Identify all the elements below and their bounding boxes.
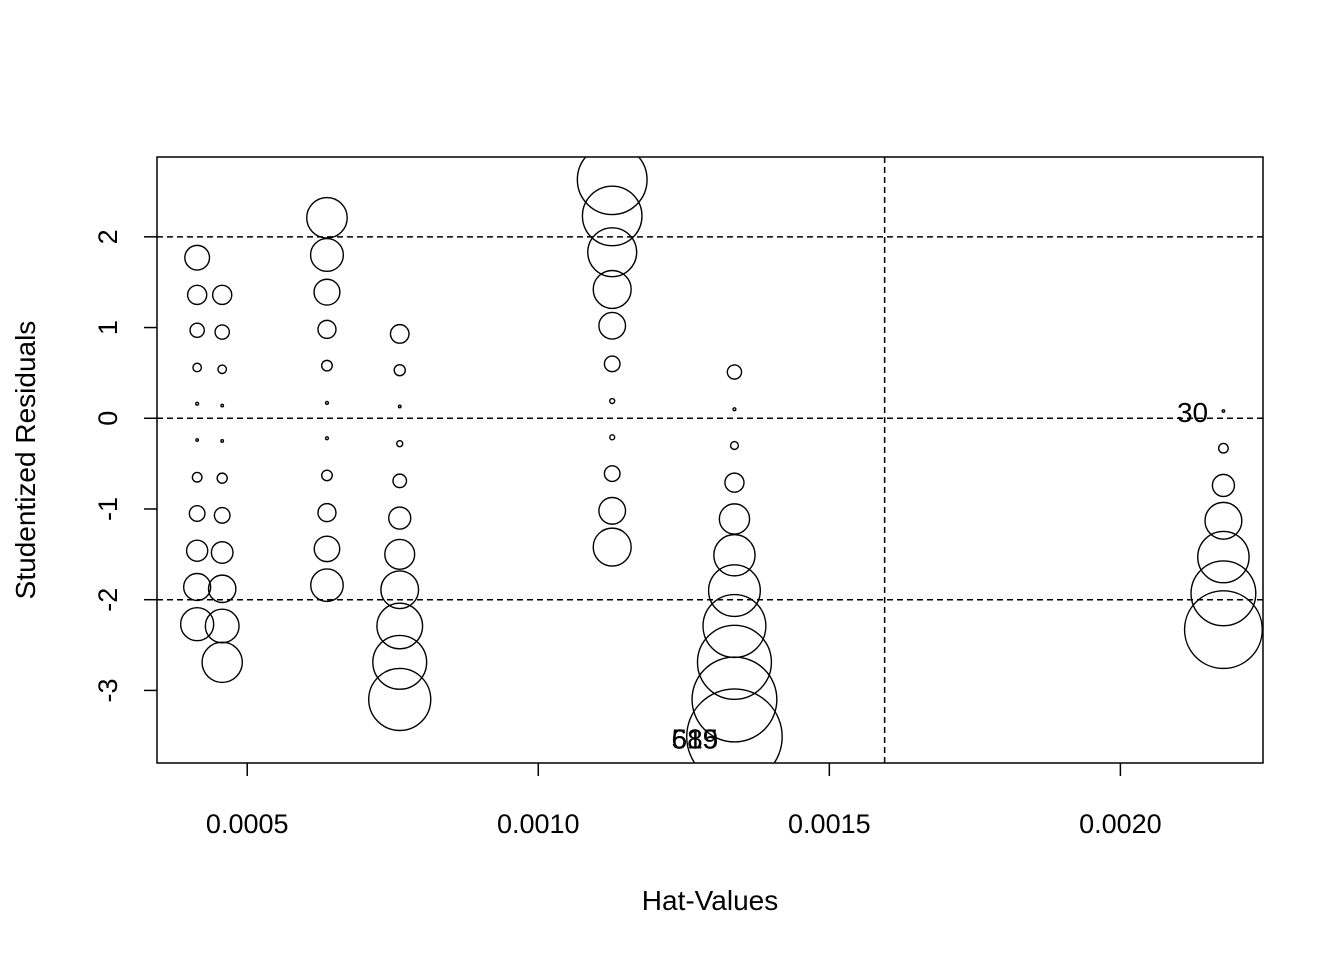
data-point: [211, 284, 233, 306]
x-tick-label: 0.0015: [788, 809, 871, 839]
data-point: [188, 505, 206, 523]
plot-frame: [156, 156, 1264, 764]
data-point: [592, 527, 632, 567]
data-point: [217, 364, 228, 375]
data-point: [309, 237, 345, 273]
point-label: 585: [672, 724, 719, 755]
reference-lines: [157, 157, 1263, 763]
data-point: [609, 434, 616, 441]
data-point: [581, 185, 643, 247]
data-point: [179, 606, 215, 642]
y-tick-label: 1: [93, 320, 123, 335]
data-point: [609, 397, 616, 405]
data-point: [310, 568, 344, 603]
data-point: [214, 324, 231, 340]
data-point: [317, 319, 337, 340]
data-point: [1183, 590, 1263, 670]
point-label: 30: [1177, 397, 1208, 428]
data-point: [201, 641, 244, 684]
data-point: [191, 471, 203, 483]
data-point: [732, 407, 737, 412]
y-tick-label: 2: [93, 229, 123, 244]
data-point: [1211, 473, 1236, 498]
data-point: [389, 323, 410, 344]
x-tick-label: 0.0010: [497, 809, 580, 839]
data-point: [598, 311, 627, 340]
data-point: [1197, 530, 1250, 584]
data-point: [376, 602, 424, 650]
data-point: [691, 656, 778, 743]
data-point: [576, 157, 648, 216]
data-point: [592, 269, 632, 310]
data-point: [372, 634, 428, 690]
data-point: [1204, 501, 1243, 540]
data-point: [368, 667, 432, 732]
data-point: [220, 439, 225, 443]
data-point: [603, 355, 621, 373]
x-tick-label: 0.0005: [206, 809, 289, 839]
data-point: [213, 506, 231, 524]
data-point: [324, 436, 330, 441]
point-label: 619: [672, 724, 719, 755]
data-point: [207, 574, 237, 604]
data-point: [384, 538, 416, 570]
data-point: [192, 362, 203, 373]
data-point: [393, 363, 406, 377]
data-point: [397, 404, 402, 409]
data-point: [388, 506, 412, 530]
data-point: [317, 502, 337, 523]
data-point: [186, 284, 208, 306]
y-tick-label: -3: [93, 678, 123, 702]
data-point: [724, 472, 745, 493]
data-point: [392, 473, 408, 489]
y-tick-label: -1: [93, 497, 123, 521]
data-point: [184, 244, 211, 271]
y-axis: -3 -2 -1 0 1 2: [93, 229, 157, 702]
data-point: [707, 564, 761, 618]
data-point: [320, 359, 333, 372]
data-point: [696, 624, 773, 700]
data-point: [185, 539, 209, 562]
x-axis-title: Hat-Values: [642, 885, 778, 916]
data-point: [204, 608, 240, 644]
data-point: [1190, 560, 1257, 627]
data-point: [603, 465, 621, 483]
data-point: [587, 227, 638, 278]
data-point: [1217, 442, 1229, 454]
x-axis: 0.0005 0.0010 0.0015 0.0020: [206, 763, 1162, 839]
data-point: [210, 541, 234, 565]
y-tick-label: -2: [93, 588, 123, 612]
data-point: [396, 439, 404, 448]
data-point: [324, 400, 330, 405]
data-point: [598, 496, 627, 525]
data-point: [313, 535, 341, 563]
data-point: [729, 440, 740, 451]
data-point: [220, 403, 225, 408]
data-point: [726, 364, 743, 380]
x-tick-label: 0.0020: [1079, 809, 1162, 839]
data-point: [216, 472, 228, 484]
data-points: [179, 157, 1263, 763]
data-point: [380, 570, 420, 610]
data-point: [195, 438, 200, 442]
data-point: [195, 401, 200, 406]
y-axis-title: Studentized Residuals: [10, 321, 41, 600]
data-point: [182, 572, 212, 602]
data-point: [718, 503, 751, 535]
data-point: [306, 196, 348, 239]
data-point: [1221, 409, 1226, 413]
data-point: [713, 533, 756, 577]
data-point: [189, 322, 205, 339]
data-point: [686, 688, 783, 763]
data-point: [313, 278, 341, 306]
y-tick-label: 0: [93, 411, 123, 426]
data-point: [320, 469, 333, 482]
